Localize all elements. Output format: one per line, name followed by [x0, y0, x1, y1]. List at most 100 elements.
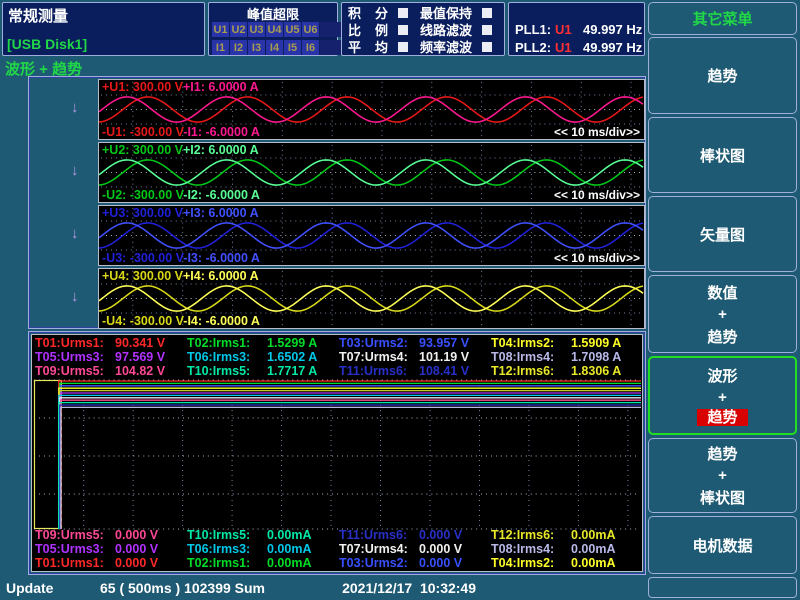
trend-readouts-current: T01:Urms1:90.341 V T02:Irms1:1.5299 A T0… — [35, 336, 641, 378]
line-filter-checkbox[interactable] — [482, 25, 492, 35]
pll2-source: U1 — [555, 40, 583, 55]
readout-bot-T08: T08:Irms4:0.00mA — [491, 542, 643, 556]
trend-readouts-start: T09:Urms5:0.000 V T10:Irms5:0.00mA T11:U… — [35, 528, 641, 570]
peak-cell-i1: I1 — [212, 40, 229, 55]
max-hold-checkbox[interactable] — [482, 8, 492, 18]
ch3-neg-i-label: -I3: -6.0000 A — [183, 251, 260, 265]
waveform-panel: ↓ ↓ ↓ ↓ +U1: 300.00 V+I1: 6.0000 A -U1: … — [28, 76, 646, 329]
waveform-channel-2: +U2: 300.00 V+I2: 6.0000 A -U2: -300.00 … — [98, 142, 645, 203]
peak-cell-u2: U2 — [230, 22, 247, 37]
sidebar-item-numeric-trend[interactable]: 数值 + 趋势 — [648, 275, 797, 353]
peak-cell-i6: I6 — [302, 40, 319, 55]
status-bar: Update 65 ( 500ms ) 102399 Sum 2021/12/1… — [0, 577, 646, 600]
readout-bot-T06: T06:Irms3:0.00mA — [187, 542, 339, 556]
waveform-channel-3: +U3: 300.00 V+I3: 6.0000 A -U3: -300.00 … — [98, 205, 645, 266]
ch1-pos-i-label: +I1: 6.0000 A — [183, 80, 259, 94]
sidebar-item-motor-data[interactable]: 电机数据 — [648, 516, 797, 574]
ch4-neg-i-label: -I4: -6.0000 A — [183, 314, 260, 328]
pll1-label: PLL1: — [515, 22, 555, 37]
peak-cell-i4: I4 — [266, 40, 283, 55]
update-label: Update — [6, 580, 53, 596]
ch3-timebase-label: << 10 ms/div>> — [554, 251, 640, 265]
readout-T09: T09:Urms5:104.82 V — [35, 364, 187, 378]
readout-T04: T04:Irms2:1.5909 A — [491, 336, 643, 350]
readout-bot-T09: T09:Urms5:0.000 V — [35, 528, 187, 542]
ch1-pos-u-label: +U1: 300.00 V — [102, 80, 183, 94]
ch3-pos-i-label: +I3: 6.0000 A — [183, 206, 259, 220]
averaging-checkbox[interactable] — [398, 42, 408, 52]
sidebar-item-waveform-trend[interactable]: 波形 + 趋势 — [648, 356, 797, 435]
trend-plot-area: T01:Urms1:90.341 V T02:Irms1:1.5299 A T0… — [31, 334, 643, 572]
peak-cell-u3: U3 — [248, 22, 265, 37]
peak-cell-i3: I3 — [248, 40, 265, 55]
peak-cell-u4: U4 — [266, 22, 283, 37]
ch1-neg-i-label: -I1: -6.0000 A — [183, 125, 260, 139]
readout-bot-T01: T01:Urms1:0.000 V — [35, 556, 187, 570]
sidebar-item-vector-diagram[interactable]: 矢量图 — [648, 196, 797, 272]
scaling-checkbox[interactable] — [398, 25, 408, 35]
channel-2-marker-arrow-icon: ↓ — [71, 162, 91, 179]
peak-limit-box: 峰值超限 U1 U2 U3 U4 U5 U6 I1 I2 I3 I4 I5 I6 — [208, 2, 338, 56]
mode-box: 常规测量 [USB Disk1] — [2, 2, 205, 56]
readout-bot-T02: T02:Irms1:0.00mA — [187, 556, 339, 570]
pll1-source: U1 — [555, 22, 583, 37]
freq-filter-label: 频率滤波 — [420, 37, 472, 56]
ch3-neg-u-label: -U3: -300.00 V — [102, 251, 183, 265]
readout-bot-T03: T03:Urms2:0.000 V — [339, 556, 491, 570]
selected-highlight: 趋势 — [697, 409, 747, 426]
freq-filter-checkbox[interactable] — [482, 42, 492, 52]
ch4-neg-u-label: -U4: -300.00 V — [102, 314, 183, 328]
readout-T06: T06:Irms3:1.6502 A — [187, 350, 339, 364]
ch2-timebase-label: << 10 ms/div>> — [554, 188, 640, 202]
mode-title: 常规测量 — [8, 5, 68, 26]
peak-cell-u5: U5 — [284, 22, 301, 37]
sidebar-item-bar-chart[interactable]: 棒状图 — [648, 117, 797, 193]
channel-4-marker-arrow-icon: ↓ — [71, 288, 91, 305]
ch4-pos-u-label: +U4: 300.00 V — [102, 269, 183, 283]
peak-cell-u1: U1 — [212, 22, 229, 37]
waveform-channel-1: +U1: 300.00 V+I1: 6.0000 A -U1: -300.00 … — [98, 79, 645, 140]
readout-bot-T05: T05:Urms3:0.000 V — [35, 542, 187, 556]
sidebar-empty-slot — [648, 577, 797, 598]
readout-T07: T07:Urms4:101.19 V — [339, 350, 491, 364]
channel-1-marker-arrow-icon: ↓ — [71, 99, 91, 116]
usb-disk-label: [USB Disk1] — [7, 36, 87, 52]
readout-T10: T10:Irms5:1.7717 A — [187, 364, 339, 378]
readout-T05: T05:Urms3:97.569 V — [35, 350, 187, 364]
ch4-pos-i-label: +I4: 6.0000 A — [183, 269, 259, 283]
pll1-frequency: 49.997 Hz — [583, 22, 642, 37]
readout-bot-T07: T07:Urms4:0.000 V — [339, 542, 491, 556]
ch3-pos-u-label: +U3: 300.00 V — [102, 206, 183, 220]
averaging-label: 平 — [348, 37, 361, 56]
peak-limit-title: 峰值超限 — [209, 4, 337, 23]
readout-T01: T01:Urms1:90.341 V — [35, 336, 187, 350]
trend-panel: T01:Urms1:90.341 V T02:Irms1:1.5299 A T0… — [28, 331, 646, 575]
ch1-neg-u-label: -U1: -300.00 V — [102, 125, 183, 139]
ch2-pos-u-label: +U2: 300.00 V — [102, 143, 183, 157]
waveform-channel-4: +U4: 300.00 V+I4: 6.0000 A -U4: -300.00 … — [98, 268, 645, 329]
ch2-neg-i-label: -I2: -6.0000 A — [183, 188, 260, 202]
readout-bot-T11: T11:Urms6:0.000 V — [339, 528, 491, 542]
readout-T08: T08:Irms4:1.7098 A — [491, 350, 643, 364]
readout-T02: T02:Irms1:1.5299 A — [187, 336, 339, 350]
power-analyzer-screen: 常规测量 [USB Disk1] 峰值超限 U1 U2 U3 U4 U5 U6 … — [0, 0, 800, 600]
channel-3-marker-arrow-icon: ↓ — [71, 225, 91, 242]
readout-T12: T12:Irms6:1.8306 A — [491, 364, 643, 378]
pll2-label: PLL2: — [515, 40, 555, 55]
readout-T03: T03:Urms2:93.957 V — [339, 336, 491, 350]
other-menu-button[interactable]: 其它菜单 — [648, 2, 797, 35]
readout-T11: T11:Urms6:108.41 V — [339, 364, 491, 378]
pll2-frequency: 49.997 Hz — [583, 40, 642, 55]
sidebar-item-trend[interactable]: 趋势 — [648, 37, 797, 114]
readout-bot-T12: T12:Irms6:0.00mA — [491, 528, 643, 542]
toggles-box: 积 分 最值保持 比 例 线路滤波 平 均 频率滤波 — [341, 2, 505, 56]
pll-box: PLL1: U1 49.997 Hz PLL2: U1 49.997 Hz — [508, 2, 645, 56]
sidebar-item-trend-bar-chart[interactable]: 趋势 + 棒状图 — [648, 438, 797, 513]
integral-checkbox[interactable] — [398, 8, 408, 18]
ch2-pos-i-label: +I2: 6.0000 A — [183, 143, 259, 157]
ch1-timebase-label: << 10 ms/div>> — [554, 125, 640, 139]
trend-plot — [33, 379, 641, 531]
update-counter: 65 ( 500ms ) 102399 Sum — [100, 580, 265, 596]
peak-cell-u6: U6 — [302, 22, 319, 37]
peak-cell-i5: I5 — [284, 40, 301, 55]
